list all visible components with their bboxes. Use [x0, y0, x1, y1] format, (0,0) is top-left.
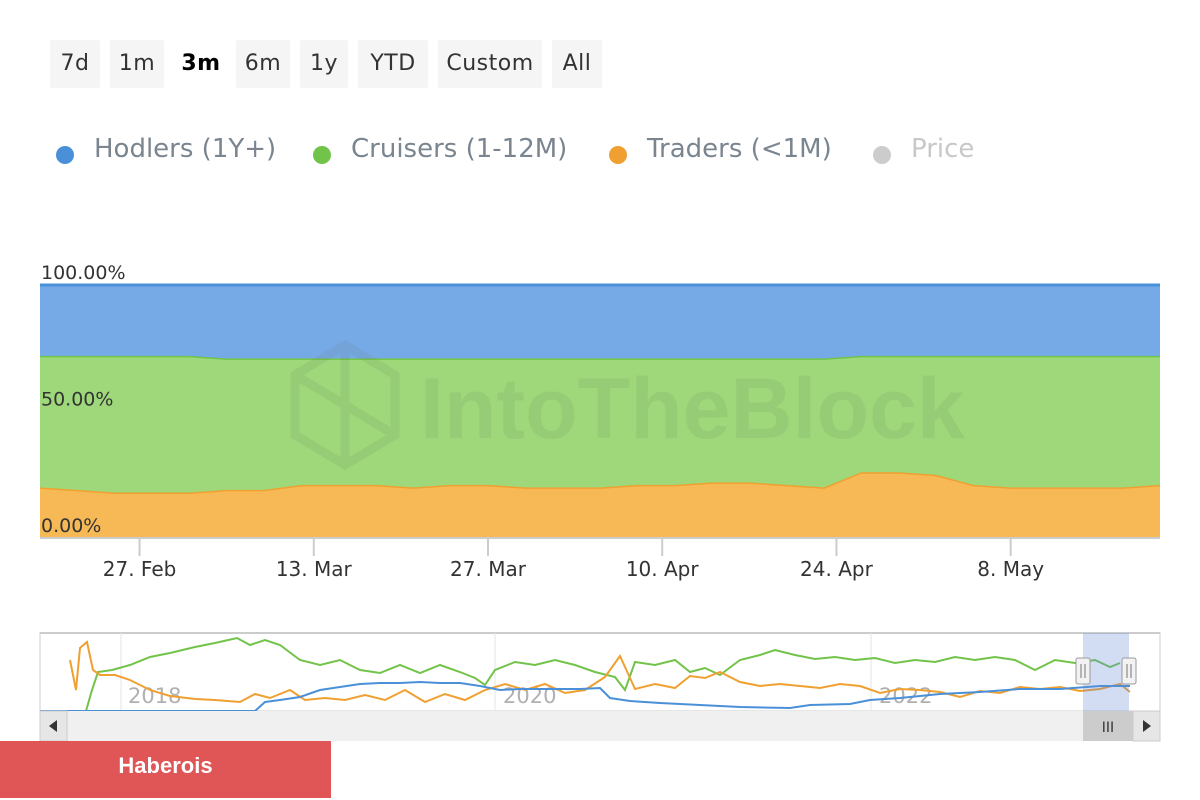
navigator: 2018 2020 2022	[39, 632, 1161, 712]
x-tick-label: 24. Apr	[800, 557, 874, 581]
scroll-right-arrow-icon	[1143, 720, 1151, 732]
navigator-selected-range[interactable]	[1083, 633, 1129, 711]
scrollbar-grip-icon: III	[1102, 720, 1114, 736]
range-button-all[interactable]: All	[552, 40, 602, 88]
y-tick-label: 50.00%	[41, 389, 113, 411]
legend-dot-traders	[609, 146, 627, 164]
navigator-year-2022: 2022	[879, 684, 932, 708]
x-tick-label: 27. Mar	[450, 557, 527, 581]
legend-label-cruisers: Cruisers (1-12M)	[351, 134, 568, 164]
legend-label-price: Price	[911, 134, 975, 164]
line-traders	[39, 470, 1161, 494]
scrollbar-left-button[interactable]	[39, 710, 68, 742]
range-button-1y[interactable]: 1y	[300, 40, 348, 88]
navigator-handle-right[interactable]	[1121, 657, 1137, 685]
navigator-handle-left[interactable]	[1075, 657, 1091, 685]
x-tick-label: 27. Feb	[103, 557, 177, 581]
navigator-year-2020: 2020	[503, 684, 556, 708]
x-tick-label: 10. Apr	[626, 557, 700, 581]
scrollbar-track[interactable]	[40, 711, 1160, 741]
x-tick-label: 13. Mar	[276, 557, 353, 581]
scrollbar-thumb[interactable]	[1083, 711, 1133, 741]
legend-dot-hodlers	[56, 146, 74, 164]
watermark: IntoTheBlock	[290, 339, 965, 471]
line-cruisers	[40, 354, 1160, 360]
series-areas	[39, 283, 1161, 538]
scrollbar-right-button[interactable]	[1132, 710, 1161, 742]
range-button-3m[interactable]: 3m	[181, 51, 221, 76]
y-axis: 0.00% 50.00% 100.00%	[41, 262, 126, 537]
scrollbar: III	[39, 710, 1161, 742]
navigator-year-2018: 2018	[128, 684, 181, 708]
area-cruisers	[40, 355, 1160, 493]
x-axis: 27. Feb 13. Mar 27. Mar 10. Apr 24. Apr 8. Ma…	[40, 537, 1160, 581]
area-hodlers	[40, 285, 1160, 359]
navigator-line-hodlers	[40, 680, 1130, 712]
legend-label-traders: Traders (<1M)	[647, 134, 832, 164]
range-button-1m[interactable]: 1m	[110, 40, 164, 88]
navigator-line-traders	[69, 640, 1131, 704]
range-button-7d[interactable]: 7d	[50, 40, 100, 88]
legend-dot-cruisers	[313, 146, 331, 164]
range-button-6m[interactable]: 6m	[236, 40, 290, 88]
range-button-ytd[interactable]: YTD	[358, 40, 428, 88]
y-tick-label: 0.00%	[41, 515, 101, 537]
area-traders	[40, 472, 1160, 538]
watermark-text: IntoTheBlock	[420, 361, 965, 457]
scroll-left-arrow-icon	[49, 720, 57, 732]
navigator-line-cruisers	[85, 636, 1121, 712]
range-button-custom[interactable]: Custom	[438, 40, 542, 88]
legend-dot-price	[873, 146, 891, 164]
x-tick-label: 8. May	[977, 557, 1044, 581]
y-tick-label: 100.00%	[41, 262, 126, 284]
footer-badge: Haberois	[0, 741, 331, 798]
legend-label-hodlers: Hodlers (1Y+)	[94, 134, 277, 164]
